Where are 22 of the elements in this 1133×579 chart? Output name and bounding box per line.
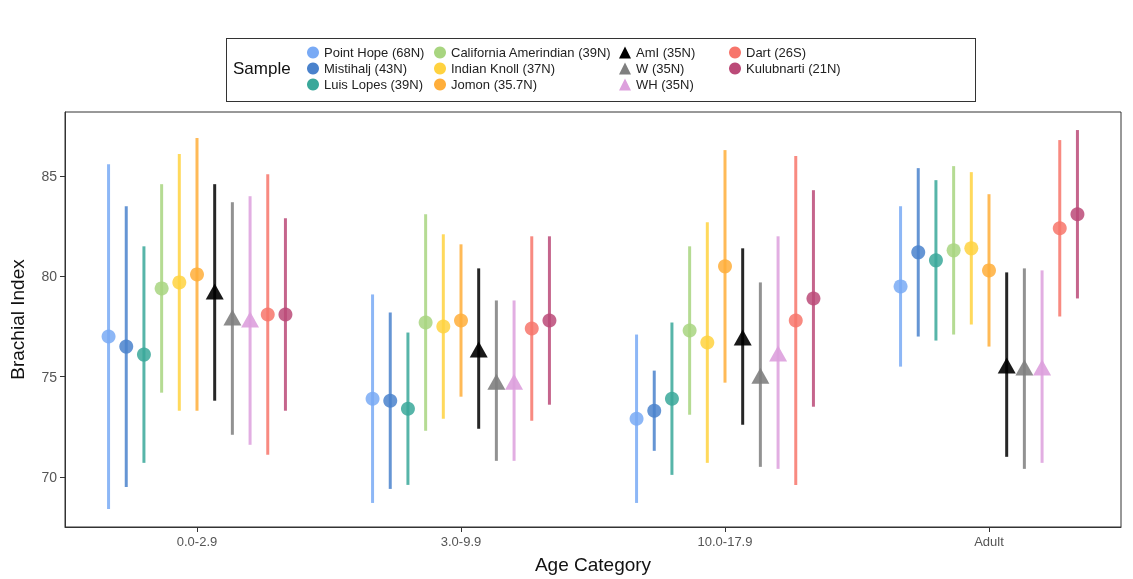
y-tick-label: 70 bbox=[41, 468, 58, 485]
legend-label: Indian Knoll (37N) bbox=[451, 61, 556, 76]
x-tick-label: 0.0-2.9 bbox=[176, 534, 218, 549]
legend-label: Dart (26S) bbox=[746, 45, 806, 60]
legend-title: Sample bbox=[233, 59, 291, 78]
legend-label: Point Hope (68N) bbox=[324, 45, 425, 60]
x-tick-label: Adult bbox=[974, 534, 1005, 549]
y-tick-label: 80 bbox=[41, 268, 58, 285]
legend-label: California Amerindian (39N) bbox=[451, 45, 611, 60]
legend-label: WH (35N) bbox=[636, 77, 694, 92]
y-axis-title: Brachial Index bbox=[7, 258, 28, 380]
legend-label: Luis Lopes (39N) bbox=[324, 77, 423, 92]
x-tick-label: 10.0-17.9 bbox=[697, 534, 753, 549]
y-tick-label: 85 bbox=[41, 168, 58, 185]
legend-label: Jomon (35.7N) bbox=[451, 77, 537, 92]
x-axis-title: Age Category bbox=[534, 554, 652, 575]
legend-label: Kulubnarti (21N) bbox=[746, 61, 841, 76]
legend-label: Mistihalj (43N) bbox=[324, 61, 408, 76]
x-tick-label: 3.0-9.9 bbox=[440, 534, 482, 549]
legend-label: AmI (35N) bbox=[636, 45, 696, 60]
y-tick-label: 75 bbox=[41, 368, 58, 385]
legend-label: W (35N) bbox=[636, 61, 685, 76]
